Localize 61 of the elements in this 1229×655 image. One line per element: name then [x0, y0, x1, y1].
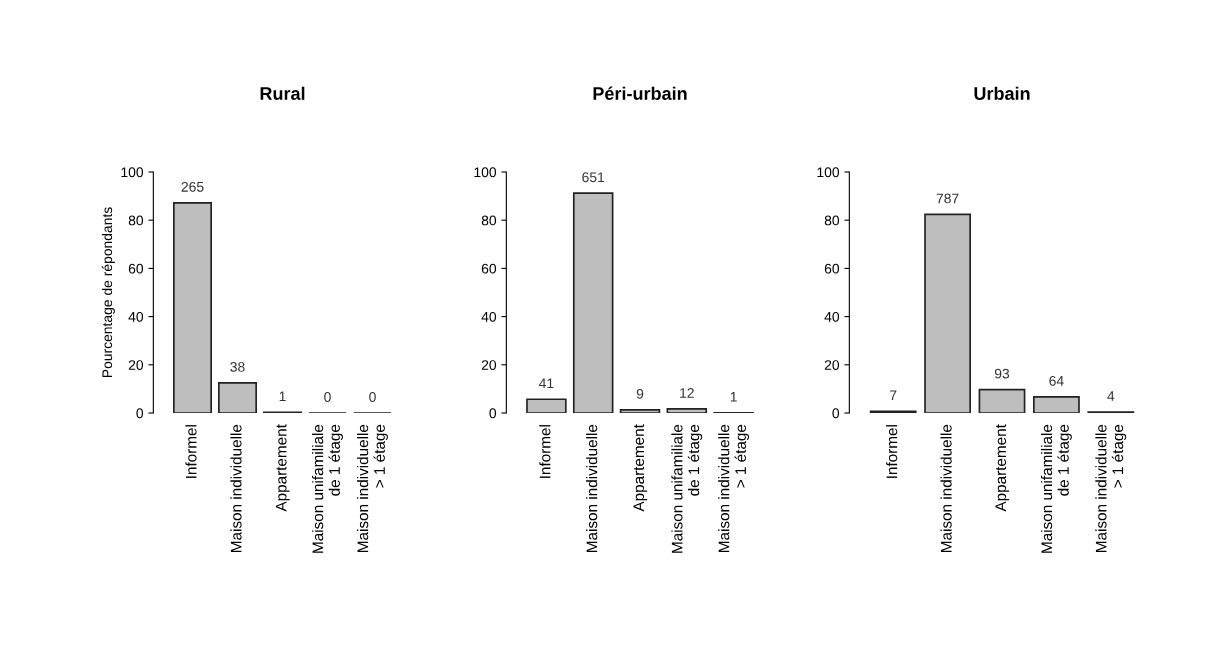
bar [572, 192, 614, 413]
y-tick-label: 100 [121, 167, 144, 178]
x-tick-label: Appartement [275, 424, 290, 512]
x-tick-label: Maison individuelle [230, 424, 242, 552]
bar [978, 388, 1026, 413]
annotation: 64 [1049, 375, 1064, 386]
annotation: 41 [539, 378, 554, 389]
bar [526, 398, 567, 413]
x-tick-label: Maison individuelle > 1 étage [718, 424, 750, 552]
bar [619, 409, 661, 413]
y-tick-label: 100 [817, 167, 840, 178]
bar [924, 213, 972, 413]
y-tick-label: 0 [489, 408, 497, 419]
y-tick-label: 0 [136, 408, 144, 419]
annotation: 7 [890, 390, 897, 401]
bar [666, 408, 708, 413]
bar [217, 382, 258, 413]
chart-title: Péri-urbain [593, 86, 687, 100]
x-tick-label: Maison unifamiliale de 1 étage [312, 424, 343, 553]
x-tick-label: Informel [539, 425, 551, 478]
bar [1032, 396, 1080, 413]
annotation: 265 [181, 181, 204, 192]
y-tick-label: 20 [128, 360, 144, 370]
chart-title: Rural [260, 86, 305, 100]
y-tick-label: 20 [481, 360, 497, 370]
y-tick-label: 40 [128, 311, 144, 322]
annotation: 93 [994, 368, 1010, 379]
annotation: 0 [369, 392, 376, 402]
y-tick-label: 20 [824, 360, 840, 370]
y-tick-label: 80 [128, 215, 144, 226]
x-tick-label: Maison individuelle > 1 étage [357, 424, 388, 552]
y-tick-label: 60 [128, 263, 144, 274]
y-tick-label: 80 [824, 215, 840, 226]
x-tick-label: Maison individuelle [586, 424, 598, 552]
x-tick-label: Maison individuelle > 1 étage [1095, 424, 1127, 552]
annotation: 9 [636, 388, 644, 399]
annotation: 12 [680, 387, 694, 398]
y-tick-label: 0 [832, 408, 840, 419]
x-tick-label: Maison individuelle [940, 424, 952, 552]
x-tick-label: Maison unifamiliale de 1 étage [1040, 424, 1072, 553]
annotation: 38 [230, 361, 245, 372]
annotation: 787 [936, 193, 959, 204]
x-tick-label: Maison unifamiliale de 1 étage [671, 424, 703, 553]
y-axis-title: Pourcentage de répondants [101, 207, 115, 378]
x-tick-label: Informel [185, 425, 197, 478]
annotation: 1 [730, 391, 737, 402]
annotation: 4 [1107, 391, 1115, 401]
x-tick-label: Informel [886, 425, 898, 478]
y-tick-label: 40 [824, 311, 840, 322]
chart-title: Urbain [974, 86, 1030, 100]
annotation: 0 [324, 392, 331, 402]
x-tick-label: Appartement [633, 424, 648, 512]
y-tick-label: 100 [474, 167, 497, 178]
y-tick-label: 60 [481, 263, 497, 274]
y-tick-label: 60 [824, 263, 840, 274]
x-tick-label: Appartement [995, 424, 1010, 512]
bar [172, 202, 213, 413]
y-tick-label: 80 [481, 215, 497, 226]
annotation: 651 [582, 172, 605, 183]
annotation: 1 [279, 391, 286, 402]
y-tick-label: 40 [481, 311, 497, 322]
